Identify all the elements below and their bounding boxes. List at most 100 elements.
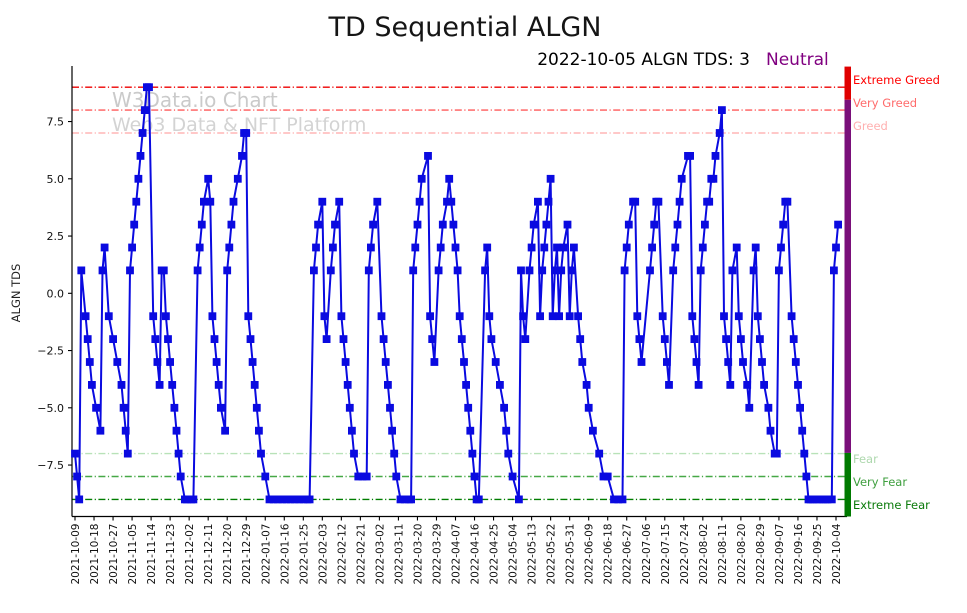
data-point-marker <box>466 426 475 435</box>
threshold-labels-group: Extreme Greed Very Greed Greed Fear Very Fea… <box>853 73 940 512</box>
data-point-marker <box>618 495 627 504</box>
data-point-marker <box>753 312 762 321</box>
watermark-line1: W3Data.io Chart <box>112 88 278 112</box>
data-point-marker <box>504 449 513 458</box>
data-point-marker <box>174 449 183 458</box>
data-point-marker <box>130 220 139 229</box>
x-tick-label: 2022-03-11 <box>393 524 405 585</box>
data-point-marker <box>168 381 177 389</box>
data-point-marker <box>650 220 659 229</box>
data-point-marker <box>386 403 394 412</box>
data-point-marker <box>341 358 350 366</box>
data-point-marker <box>153 358 162 366</box>
data-point-marker <box>255 426 263 435</box>
x-tick-label: 2021-12-20 <box>222 524 234 585</box>
x-tick-label: 2021-10-18 <box>89 524 101 585</box>
data-point-marker <box>705 197 714 206</box>
data-point-marker <box>673 220 682 229</box>
data-point-marker <box>204 174 213 183</box>
threshold-label: Extreme Fear <box>853 498 930 512</box>
data-point-marker <box>409 266 418 275</box>
y-tick-label: −2.5 <box>37 345 64 358</box>
data-point-marker <box>345 403 354 412</box>
data-point-marker <box>388 426 397 435</box>
data-point-marker <box>233 174 242 183</box>
data-point-marker <box>772 449 781 458</box>
data-point-marker <box>622 243 631 252</box>
data-point-marker <box>314 220 323 229</box>
x-tick-label: 2022-02-03 <box>317 524 329 585</box>
data-point-marker <box>415 197 424 206</box>
data-point-marker <box>261 472 270 481</box>
data-point-marker <box>529 220 538 229</box>
x-tick-label: 2022-10-04 <box>831 523 843 584</box>
data-point-marker <box>138 129 147 137</box>
data-point-marker <box>565 312 574 321</box>
data-point-marker <box>582 381 591 389</box>
data-point-marker <box>104 312 113 321</box>
data-point-marker <box>766 426 775 435</box>
data-point-marker <box>508 472 517 481</box>
data-point-marker <box>364 266 373 275</box>
data-point-marker <box>646 266 654 275</box>
data-point-marker <box>96 426 105 435</box>
data-point-marker <box>540 243 549 252</box>
data-point-marker <box>688 312 697 321</box>
data-point-marker <box>343 381 352 389</box>
data-point-marker <box>407 495 416 504</box>
data-point-marker <box>123 449 132 458</box>
data-point-marker <box>624 220 633 229</box>
data-point-marker <box>827 495 836 504</box>
data-point-marker <box>779 220 788 229</box>
x-tick-label: 2022-07-15 <box>660 524 672 585</box>
x-tick-label: 2021-11-23 <box>165 524 177 585</box>
data-point-marker <box>210 335 219 344</box>
data-point-marker <box>548 312 557 321</box>
data-point-marker <box>635 335 644 344</box>
data-point-marker <box>470 472 479 481</box>
data-point-marker <box>669 266 678 275</box>
data-point-marker <box>460 358 468 366</box>
data-point-marker <box>775 266 783 275</box>
data-point-marker <box>126 266 134 275</box>
data-point-marker <box>217 403 225 412</box>
data-point-marker <box>743 381 752 389</box>
data-point-marker <box>787 312 796 321</box>
x-tick-label: 2022-06-09 <box>584 524 596 585</box>
threshold-label: Very Greed <box>853 96 917 110</box>
data-point-marker <box>563 220 572 229</box>
data-point-marker <box>92 403 100 412</box>
x-tick-label: 2022-08-29 <box>755 524 767 585</box>
sentiment-bar-segment <box>844 452 851 517</box>
data-point-marker <box>339 335 348 344</box>
data-point-marker <box>553 243 561 252</box>
data-point-marker <box>500 403 509 412</box>
data-point-marker <box>637 358 646 366</box>
data-point-marker <box>718 106 726 114</box>
data-point-marker <box>559 243 568 252</box>
data-point-marker <box>238 152 246 160</box>
data-point-marker <box>85 358 94 366</box>
x-tick-label: 2022-04-25 <box>489 524 501 585</box>
data-point-marker <box>229 197 238 206</box>
data-point-marker <box>172 426 181 435</box>
y-tick-label: 5.0 <box>47 173 65 186</box>
data-point-marker <box>75 495 84 504</box>
data-point-marker <box>426 312 435 321</box>
data-point-marker <box>737 335 745 344</box>
chart-subtitle: 2022-10-05 ALGN TDS: 3 <box>537 50 750 70</box>
data-point-marker <box>802 472 811 481</box>
data-point-marker <box>555 312 564 321</box>
data-point-marker <box>166 358 174 366</box>
data-point-marker <box>491 358 500 366</box>
sentiment-gauge-bar <box>844 66 851 517</box>
x-tick-label: 2022-04-07 <box>451 524 463 585</box>
data-point-marker <box>369 220 378 229</box>
y-axis-label: ALGN TDS <box>9 264 23 323</box>
data-point-marker <box>77 266 86 275</box>
data-point-marker <box>322 335 331 344</box>
data-point-marker <box>519 312 528 321</box>
data-point-marker <box>658 312 667 321</box>
data-point-marker <box>320 312 329 321</box>
data-point-marker <box>726 381 735 389</box>
